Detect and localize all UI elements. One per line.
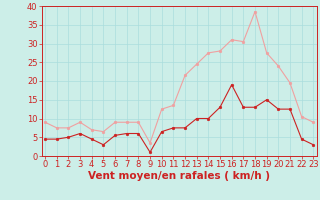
- X-axis label: Vent moyen/en rafales ( km/h ): Vent moyen/en rafales ( km/h ): [88, 171, 270, 181]
